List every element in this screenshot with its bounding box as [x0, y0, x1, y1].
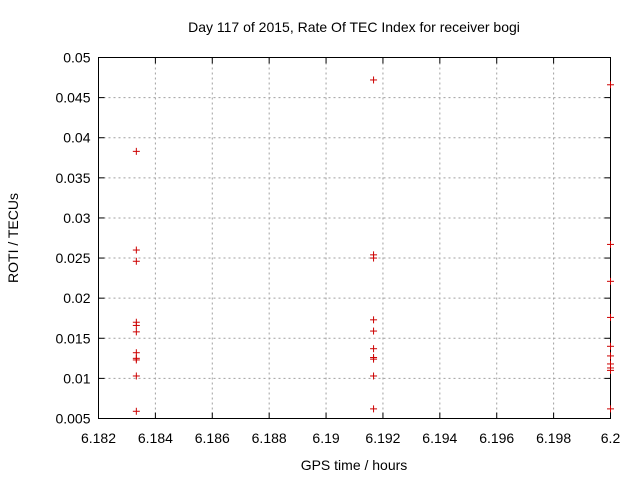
data-point	[132, 407, 140, 415]
x-tick-label: 6.196	[479, 430, 514, 446]
y-tick-label: 0.015	[55, 330, 90, 346]
x-tick-label: 6.194	[422, 430, 457, 446]
x-tick-label: 6.184	[138, 430, 173, 446]
grid	[98, 57, 611, 419]
x-tick-label: 6.2	[601, 430, 621, 446]
data-point	[370, 76, 378, 84]
data-point	[370, 327, 378, 335]
data-point	[132, 328, 140, 336]
data-point	[370, 345, 378, 353]
data-point	[607, 81, 614, 89]
x-tick-label: 6.188	[252, 430, 287, 446]
y-tick-label: 0.03	[63, 210, 90, 226]
data-point	[607, 405, 614, 413]
x-tick-label: 6.182	[81, 430, 116, 446]
data-point	[370, 355, 378, 363]
data-points	[132, 76, 614, 415]
data-point	[132, 372, 140, 380]
y-axis-label: ROTI / TECUs	[5, 193, 21, 283]
data-point	[607, 240, 614, 248]
data-point	[607, 342, 614, 350]
y-tick-label: 0.025	[55, 250, 90, 266]
data-point	[132, 356, 140, 364]
data-point	[132, 147, 140, 155]
y-tick-label: 0.005	[55, 411, 90, 427]
x-tick-label: 6.198	[536, 430, 571, 446]
y-tick-label: 0.035	[55, 170, 90, 186]
data-point	[607, 366, 614, 374]
x-tick-label: 6.192	[365, 430, 400, 446]
data-point	[370, 254, 378, 262]
y-tick-label: 0.045	[55, 90, 90, 106]
y-tick-label: 0.02	[63, 290, 90, 306]
x-axis-label: GPS time / hours	[301, 457, 408, 473]
y-tick-label: 0.04	[63, 130, 90, 146]
data-point	[370, 372, 378, 380]
data-point	[132, 321, 140, 329]
y-tick-label: 0.01	[63, 370, 90, 386]
x-tick-label: 6.186	[195, 430, 230, 446]
data-point	[370, 405, 378, 413]
data-point	[370, 316, 378, 324]
chart-title: Day 117 of 2015, Rate Of TEC Index for r…	[188, 19, 520, 35]
data-point	[607, 352, 614, 360]
data-point	[607, 277, 614, 285]
y-tick-label: 0.05	[63, 50, 90, 66]
data-point	[607, 313, 614, 321]
y-axis-ticks: 0.005 0.01 0.015 0.02 0.025 0.03 0.035 0.04 0.04…	[55, 50, 611, 427]
x-axis-ticks: 6.182 6.184 6.186 6.188 6.19 6.192 6.194 6.196 6…	[81, 57, 621, 446]
data-point	[132, 246, 140, 254]
x-tick-label: 6.19	[312, 430, 339, 446]
data-point	[132, 257, 140, 265]
plot-frame	[98, 57, 611, 419]
